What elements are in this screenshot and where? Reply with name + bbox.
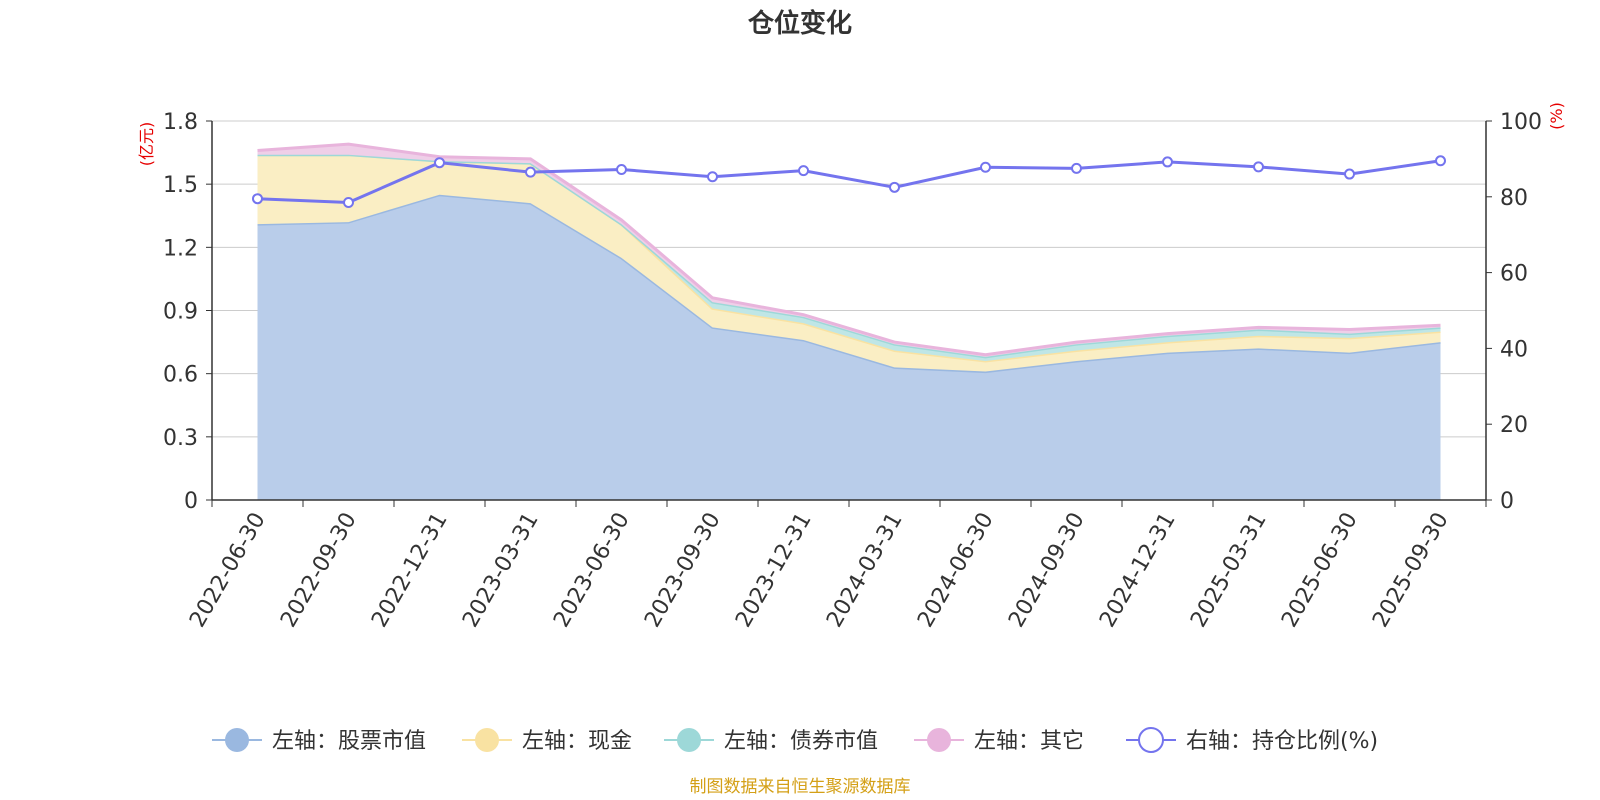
legend-marker (1138, 727, 1164, 753)
x-axis-tick-label: 2025-03-31 (1186, 509, 1272, 632)
ratio-point (1435, 155, 1446, 167)
area-series (257, 142, 1441, 500)
legend-label: 左轴：股票市值 (272, 729, 426, 754)
x-axis-tick-label: 2023-03-31 (458, 509, 544, 632)
left-axis-tick-label: 1.8 (163, 110, 198, 135)
left-axis-tick-label: 0 (184, 489, 198, 514)
legend-marker (677, 728, 701, 752)
legend-marker (927, 728, 951, 752)
x-axis-tick-label: 2025-06-30 (1277, 509, 1363, 632)
right-axis-tick-label: 100 (1500, 110, 1542, 135)
right-axis-tick-label: 60 (1500, 262, 1528, 287)
ratio-point (707, 171, 718, 183)
left-axis-tick-label: 0.9 (163, 300, 198, 325)
right-axis-tick-label: 80 (1500, 186, 1528, 211)
x-axis-tick-label: 2022-06-30 (185, 509, 271, 632)
area-左轴：现金 (257, 154, 1441, 372)
x-axis-tick-label: 2024-09-30 (1004, 509, 1090, 632)
chart-title: 仓位变化 (747, 8, 852, 39)
ratio-point (980, 161, 991, 173)
x-axis-tick-label: 2024-06-30 (913, 509, 999, 632)
left-axis-unit: (亿元) (137, 122, 156, 167)
legend-label: 左轴：现金 (522, 729, 632, 754)
ratio-point (798, 165, 809, 177)
left-axis-tick-label: 1.5 (163, 173, 198, 198)
x-axis-tick-label: 2023-09-30 (640, 509, 726, 632)
x-axis-tick-label: 2023-06-30 (549, 509, 635, 632)
legend-label: 左轴：其它 (974, 729, 1084, 754)
area-line-左轴：债券市值 (257, 153, 1441, 359)
x-axis-tick-label: 2022-09-30 (276, 509, 362, 632)
ratio-point (525, 166, 536, 178)
right-axis-tick-label: 0 (1500, 489, 1514, 514)
source-note: 制图数据来自恒生聚源数据库 (690, 777, 911, 797)
ratio-point (889, 181, 900, 193)
ratio-point (1344, 168, 1355, 180)
area-左轴：股票市值 (257, 194, 1441, 500)
ratio-point (343, 196, 354, 208)
area-line-左轴：其它 (257, 142, 1441, 357)
right-axis-unit: (%) (1547, 102, 1566, 130)
legend-marker (475, 728, 499, 752)
x-axis-tick-label: 2022-12-31 (367, 509, 453, 632)
ratio-line (257, 159, 1441, 204)
legend-label: 右轴：持仓比例(%) (1186, 729, 1378, 754)
ratio-point (434, 157, 445, 169)
ratio-point (1162, 156, 1173, 168)
x-axis-tick-label: 2023-12-31 (731, 509, 817, 632)
ratio-point (616, 164, 627, 176)
legend: 左轴：股票市值 左轴：现金 左轴：债券市值 左轴：其它 右轴：持仓比例(%) (212, 727, 1378, 754)
ratio-point (1071, 162, 1082, 174)
right-axis-tick-label: 20 (1500, 413, 1528, 438)
ratio-line-series (252, 155, 1446, 208)
x-axis-tick-label: 2024-03-31 (822, 509, 908, 632)
x-axis-tick-label: 2025-09-30 (1368, 509, 1454, 632)
ratio-point (252, 193, 263, 205)
x-axis-tick-label: 2024-12-31 (1095, 509, 1181, 632)
ratio-point (1253, 161, 1264, 173)
legend-label: 左轴：债券市值 (724, 729, 878, 754)
left-axis-tick-label: 1.2 (163, 236, 198, 261)
right-axis-tick-label: 40 (1500, 337, 1528, 362)
left-axis-tick-label: 0.3 (163, 426, 198, 451)
legend-marker (225, 728, 249, 752)
left-axis-tick-label: 0.6 (163, 363, 198, 388)
